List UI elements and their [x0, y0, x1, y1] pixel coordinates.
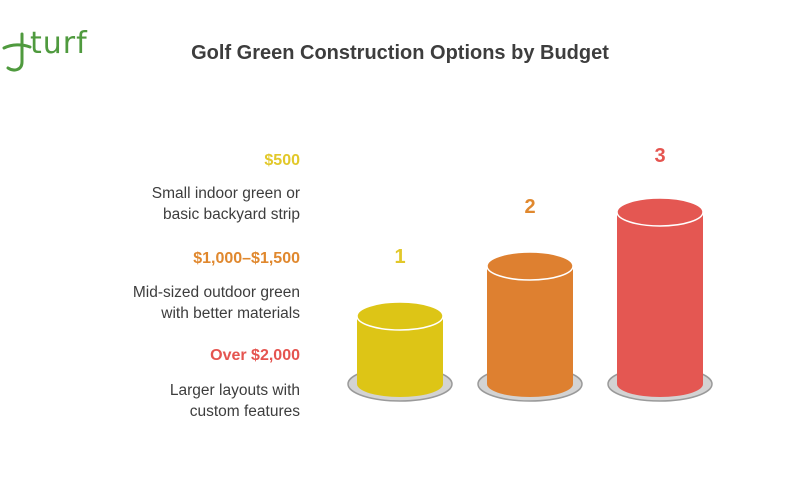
tier-2-description: Mid-sized outdoor green with better mate… — [132, 284, 300, 322]
cylinder-1-body — [357, 316, 443, 397]
cylinder-2-body — [487, 266, 573, 397]
cylinder-2-top — [486, 251, 574, 281]
cylinder-1-rank: 1 — [394, 246, 405, 268]
cylinder-1-top — [356, 301, 444, 331]
brand-leaf-icon — [2, 32, 32, 72]
tier-1-price: $500 — [264, 152, 300, 169]
cylinder-3: 3 — [607, 145, 713, 402]
tier-3-description: Larger layouts with custom features — [169, 382, 300, 420]
cylinder-3-rank: 3 — [654, 145, 665, 167]
page-title: Golf Green Construction Options by Budge… — [191, 42, 609, 64]
cylinder-3-top — [616, 197, 704, 227]
cylinder-1: 1 — [347, 246, 453, 402]
tier-2-price: $1,000–$1,500 — [193, 250, 300, 267]
tier-3-price: Over $2,000 — [210, 347, 300, 364]
brand-logo: turf — [0, 26, 140, 76]
cylinder-2-rank: 2 — [524, 196, 535, 218]
brand-name: turf — [30, 26, 88, 61]
cylinder-3-body — [617, 212, 703, 397]
tier-1-description: Small indoor green or basic backyard str… — [151, 185, 300, 223]
cylinder-2: 2 — [477, 196, 583, 402]
